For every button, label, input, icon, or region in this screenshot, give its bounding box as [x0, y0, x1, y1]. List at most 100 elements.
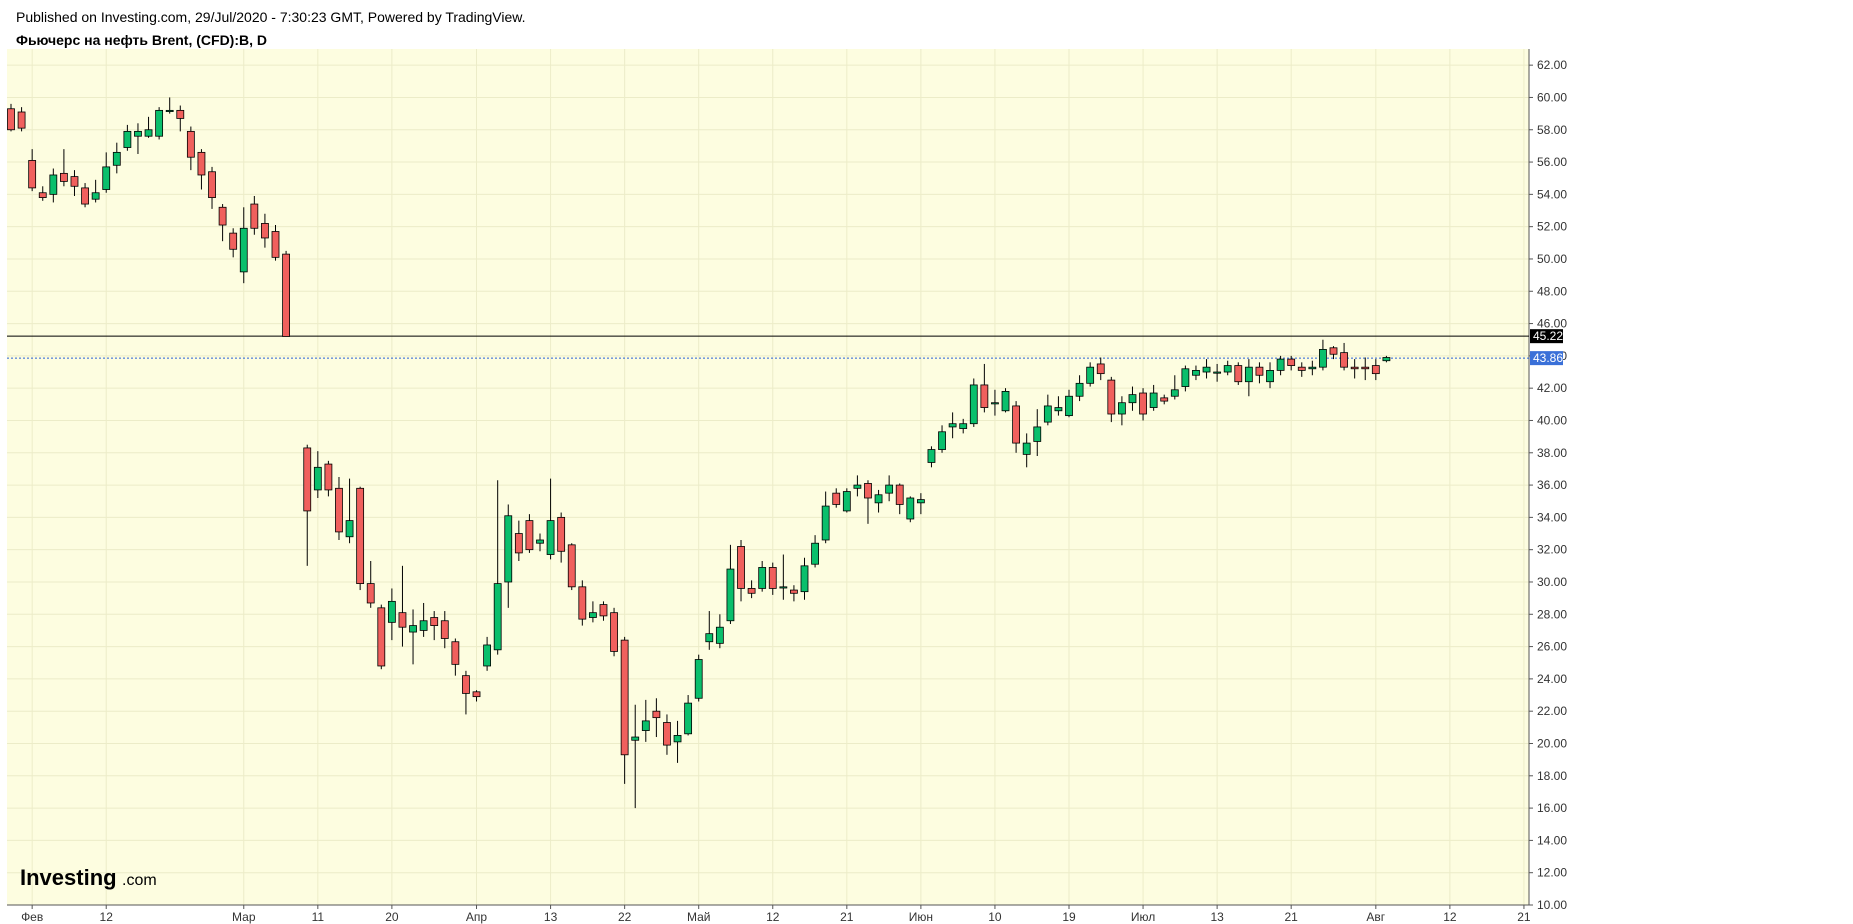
y-tick-label: 18.00 — [1537, 769, 1567, 783]
candle — [821, 491, 830, 544]
candle-body-up — [800, 565, 809, 593]
candle — [758, 560, 767, 592]
candle — [1012, 401, 1020, 453]
candle-body-down — [1340, 352, 1348, 368]
candle — [610, 607, 618, 657]
x-tick-label: Июл — [1131, 910, 1155, 924]
candle-body-up — [1308, 366, 1317, 370]
last-close-level-tag — [1530, 329, 1563, 344]
candle-body-up — [959, 423, 968, 429]
y-tick-label: 54.00 — [1537, 187, 1567, 201]
candle — [514, 520, 523, 561]
candle — [324, 460, 333, 497]
candle — [229, 228, 238, 258]
candle-body-up — [916, 499, 925, 504]
candle-body-up — [1170, 389, 1179, 397]
candle — [387, 588, 396, 641]
candle-body-down — [514, 533, 523, 554]
candle-body-up — [1382, 357, 1391, 362]
candle-body-down — [377, 607, 386, 667]
y-tick-label: 28.00 — [1537, 607, 1567, 621]
candle-body-up — [155, 109, 164, 137]
candle-body-down — [303, 447, 312, 512]
candle — [1096, 357, 1105, 381]
y-tick-label: 38.00 — [1537, 446, 1567, 460]
x-tick-label: 19 — [1062, 910, 1076, 924]
candle — [927, 446, 936, 468]
y-tick-label: 20.00 — [1537, 736, 1567, 750]
x-tick-label: Авг — [1366, 910, 1385, 924]
candle-body-up — [631, 736, 640, 741]
candle-body-down — [208, 171, 216, 198]
candle — [705, 611, 714, 650]
candle-body-up — [387, 600, 396, 623]
candle-body-up — [684, 702, 693, 735]
candle — [1287, 355, 1296, 371]
candle-body-down — [980, 384, 989, 408]
candle — [250, 195, 259, 235]
candle — [239, 207, 248, 284]
x-tick-label: Июн — [909, 910, 933, 924]
candle — [832, 488, 841, 508]
candle-body-down — [366, 583, 375, 604]
candle — [525, 514, 534, 553]
candle-body-up — [1043, 405, 1052, 423]
candle — [409, 609, 417, 665]
candle — [557, 512, 566, 563]
candle-body-down — [17, 111, 26, 129]
candle-body-up — [112, 151, 121, 166]
y-tick-label: 60.00 — [1537, 90, 1567, 104]
candle — [715, 614, 724, 649]
candle — [49, 168, 58, 203]
candle — [916, 493, 925, 515]
candle — [1139, 388, 1147, 421]
candle — [578, 580, 587, 626]
candle — [1340, 342, 1348, 371]
candle-body-up — [1213, 371, 1222, 374]
candle-body-down — [440, 620, 449, 639]
y-tick-label: 42.00 — [1537, 381, 1567, 395]
candle — [1118, 396, 1126, 426]
candle — [980, 363, 989, 413]
candle-body-up — [134, 130, 142, 137]
candle — [366, 560, 375, 608]
current-price-tag-label: 43.86 — [1533, 351, 1563, 365]
price-lines — [7, 335, 1529, 359]
candle-body-down — [1139, 392, 1147, 415]
y-tick-label: 58.00 — [1537, 123, 1567, 137]
x-tick-label: 13 — [544, 910, 558, 924]
candle — [885, 475, 894, 502]
candle — [641, 699, 650, 742]
candle — [811, 535, 819, 568]
candle-body-down — [832, 492, 841, 505]
candle-body-down — [81, 187, 89, 205]
candle — [726, 544, 735, 624]
candle-body-up — [546, 520, 555, 555]
candle-body-down — [176, 109, 185, 119]
candle-body-down — [472, 691, 481, 698]
plot-background — [7, 49, 1529, 905]
published-note: Published on Investing.com, 29/Jul/2020 … — [16, 9, 526, 25]
candle-body-down — [218, 206, 227, 226]
x-tick-label: 12 — [100, 910, 114, 924]
candle-body-up — [1202, 366, 1211, 373]
candle — [1276, 355, 1285, 376]
y-tick-label: 34.00 — [1537, 510, 1567, 524]
candle-body-up — [239, 227, 248, 273]
candle-body-up — [641, 720, 650, 731]
candle — [493, 480, 502, 655]
candle — [1329, 346, 1338, 360]
candle — [1382, 355, 1391, 363]
candle — [398, 565, 407, 647]
candle — [208, 166, 216, 209]
candle — [335, 477, 343, 540]
candle — [1001, 388, 1010, 413]
candle — [472, 690, 481, 702]
candle-body-up — [1128, 394, 1137, 404]
candle-body-up — [938, 431, 946, 450]
candle-body-up — [493, 583, 502, 651]
x-tick-label: 20 — [385, 910, 399, 924]
y-tick-label: 46.00 — [1537, 317, 1567, 331]
y-tick-label: 40.00 — [1537, 413, 1567, 427]
